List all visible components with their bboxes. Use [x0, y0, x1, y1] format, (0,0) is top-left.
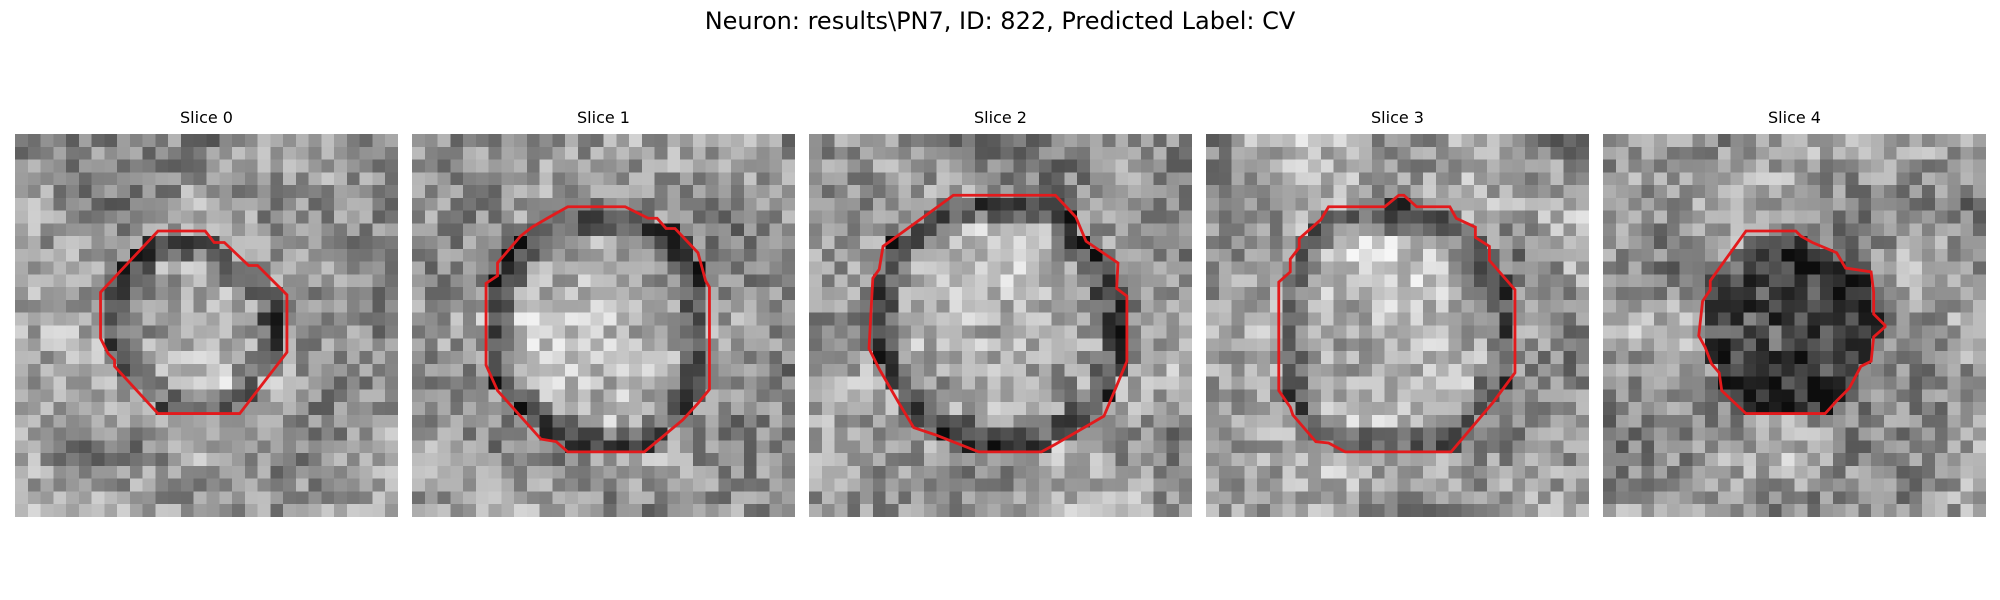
slice-title: Slice 2 [809, 108, 1192, 127]
segmentation-outline [15, 134, 398, 517]
slice-title: Slice 3 [1206, 108, 1589, 127]
segmentation-outline [1206, 134, 1589, 517]
slice-panel-0: Slice 0 [15, 108, 398, 520]
slice-panel-2: Slice 2 [809, 108, 1192, 520]
segmentation-outline [412, 134, 795, 517]
slice-title: Slice 0 [15, 108, 398, 127]
slice-title: Slice 1 [412, 108, 795, 127]
slice-title: Slice 4 [1603, 108, 1986, 127]
slice-panel-1: Slice 1 [412, 108, 795, 520]
segmentation-outline [1603, 134, 1986, 517]
slice-panel-4: Slice 4 [1603, 108, 1986, 520]
slice-panel-3: Slice 3 [1206, 108, 1589, 520]
figure-title: Neuron: results\PN7, ID: 822, Predicted … [0, 7, 2000, 35]
segmentation-outline [809, 134, 1192, 517]
